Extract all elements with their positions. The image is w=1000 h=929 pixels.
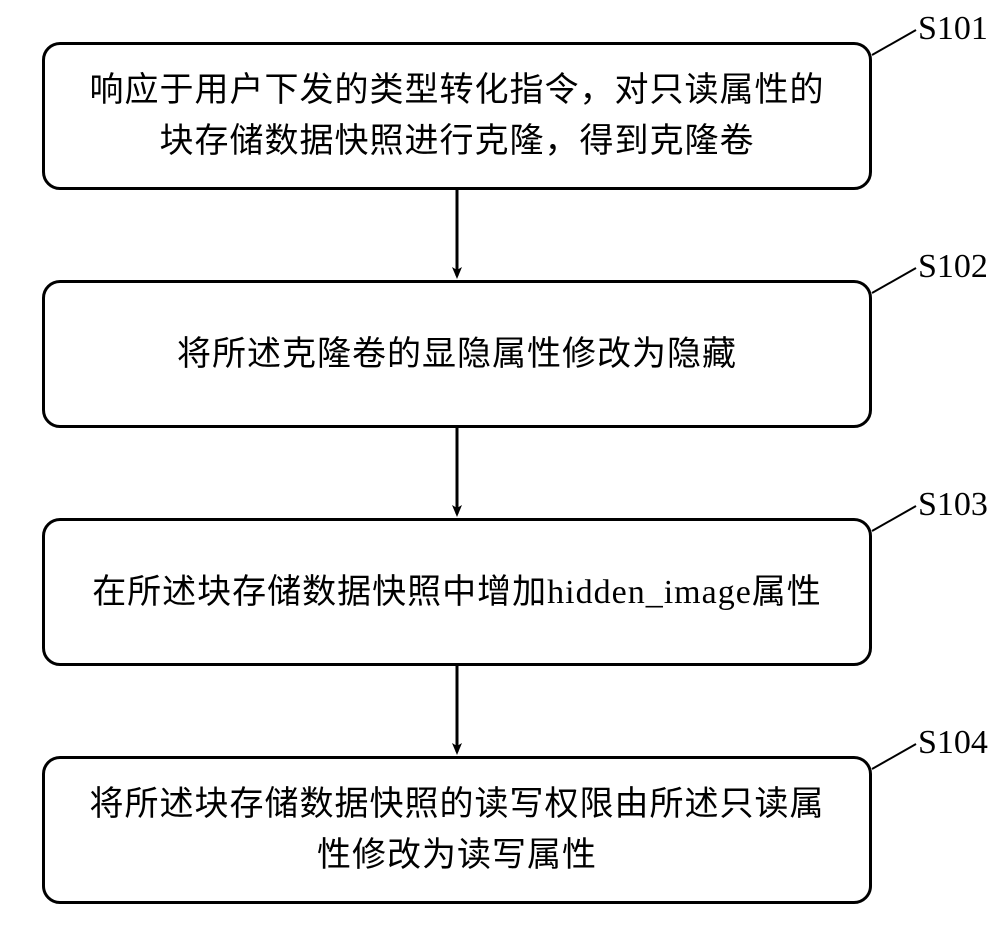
- step-box-s101: 响应于用户下发的类型转化指令，对只读属性的块存储数据快照进行克隆，得到克隆卷: [42, 42, 872, 190]
- step-text-s102: 将所述克隆卷的显隐属性修改为隐藏: [177, 329, 737, 380]
- step-text-s104: 将所述块存储数据快照的读写权限由所述只读属性修改为读写属性: [75, 779, 839, 881]
- step-label-s101: S101: [918, 10, 988, 48]
- step-text-s103: 在所述块存储数据快照中增加hidden_image属性: [92, 567, 822, 618]
- step-label-s103: S103: [918, 486, 988, 524]
- leader-s104: [872, 744, 916, 769]
- step-box-s104: 将所述块存储数据快照的读写权限由所述只读属性修改为读写属性: [42, 756, 872, 904]
- step-box-s102: 将所述克隆卷的显隐属性修改为隐藏: [42, 280, 872, 428]
- flowchart-canvas: 响应于用户下发的类型转化指令，对只读属性的块存储数据快照进行克隆，得到克隆卷 S…: [0, 0, 1000, 929]
- step-label-s104: S104: [918, 724, 988, 762]
- leader-s101: [872, 30, 916, 55]
- step-box-s103: 在所述块存储数据快照中增加hidden_image属性: [42, 518, 872, 666]
- step-label-s102: S102: [918, 248, 988, 286]
- leader-s102: [872, 268, 916, 293]
- leader-s103: [872, 506, 916, 531]
- step-text-s101: 响应于用户下发的类型转化指令，对只读属性的块存储数据快照进行克隆，得到克隆卷: [75, 65, 839, 167]
